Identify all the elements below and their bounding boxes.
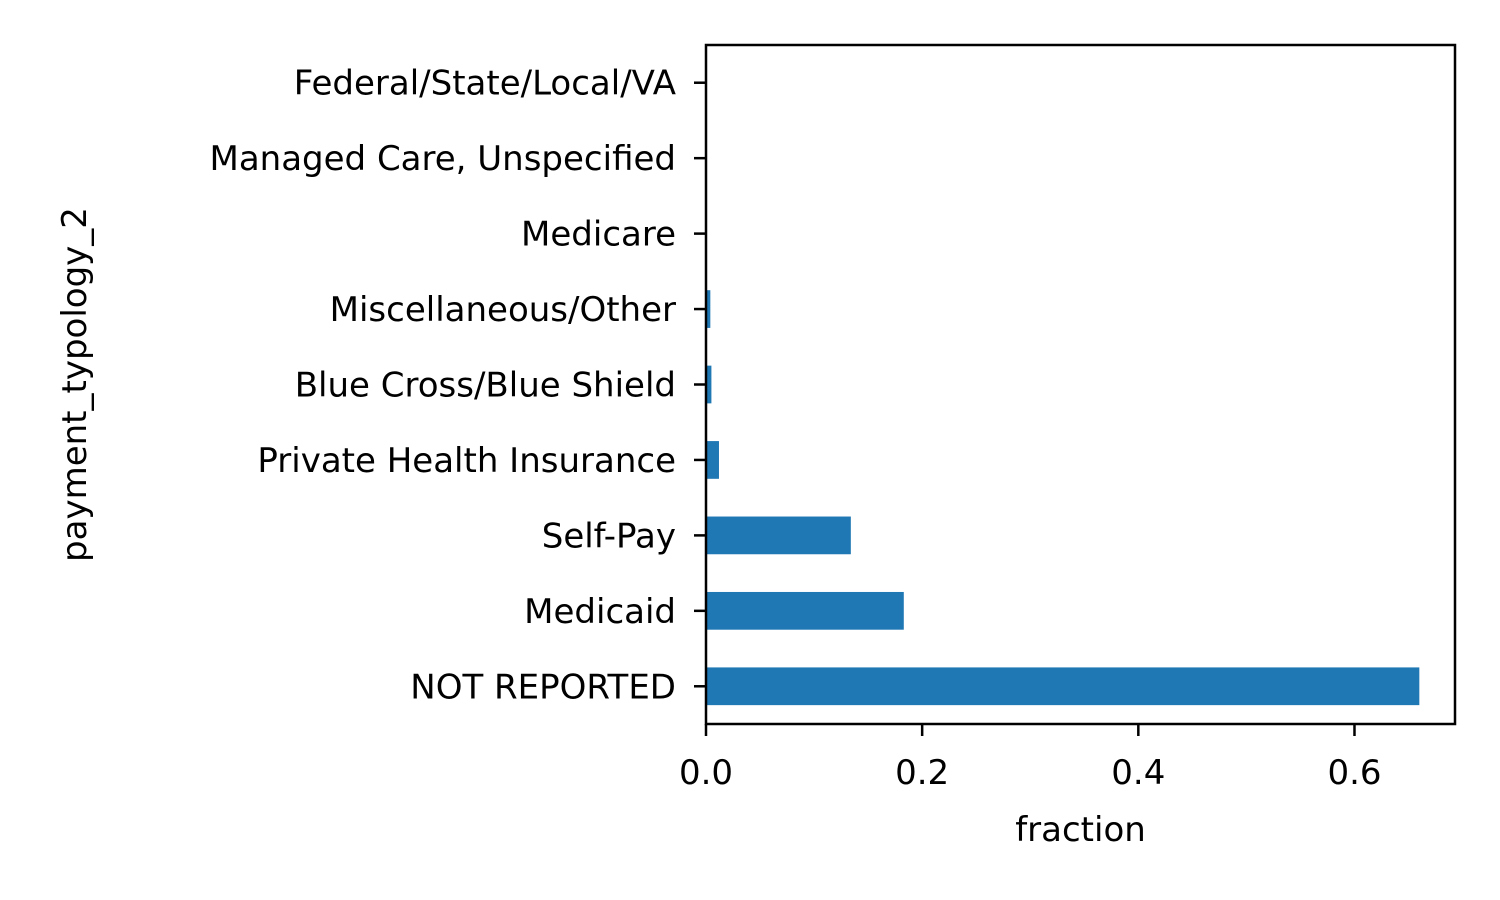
y-tick-label: Blue Cross/Blue Shield [295,366,676,406]
y-tick-label: Managed Care, Unspecified [210,139,677,179]
y-tick-label: NOT REPORTED [410,667,676,707]
y-ticks: NOT REPORTED Medicaid Self-Pay Private Heal… [210,64,706,707]
x-ticks: 0.0 0.2 0.4 0.6 [679,724,1382,793]
y-tick-label: Private Health Insurance [257,441,676,481]
x-tick-label: 0.6 [1327,753,1381,793]
y-tick-label: Medicare [521,215,676,255]
bar-self-pay [706,516,851,555]
bar-medicaid [706,591,904,630]
x-tick-label: 0.4 [1111,753,1165,793]
bar-blue-cross-blue-shield [706,365,712,404]
bar-private-health-insurance [706,441,719,479]
plot-frame [704,43,1457,726]
bar-miscellaneous-other [706,290,711,328]
y-tick-label: Federal/State/Local/VA [294,64,676,104]
y-tick-label: Miscellaneous/Other [330,290,676,330]
x-tick-label: 0.0 [679,753,733,793]
x-axis-title: fraction [1015,810,1146,850]
bars-layer [706,63,1420,706]
y-axis-title: payment_typology_2 [55,207,95,562]
x-tick-label: 0.2 [895,753,949,793]
y-tick-label: Self-Pay [542,516,676,556]
y-tick-label: Medicaid [524,592,676,632]
bar-not-reported [706,667,1420,706]
